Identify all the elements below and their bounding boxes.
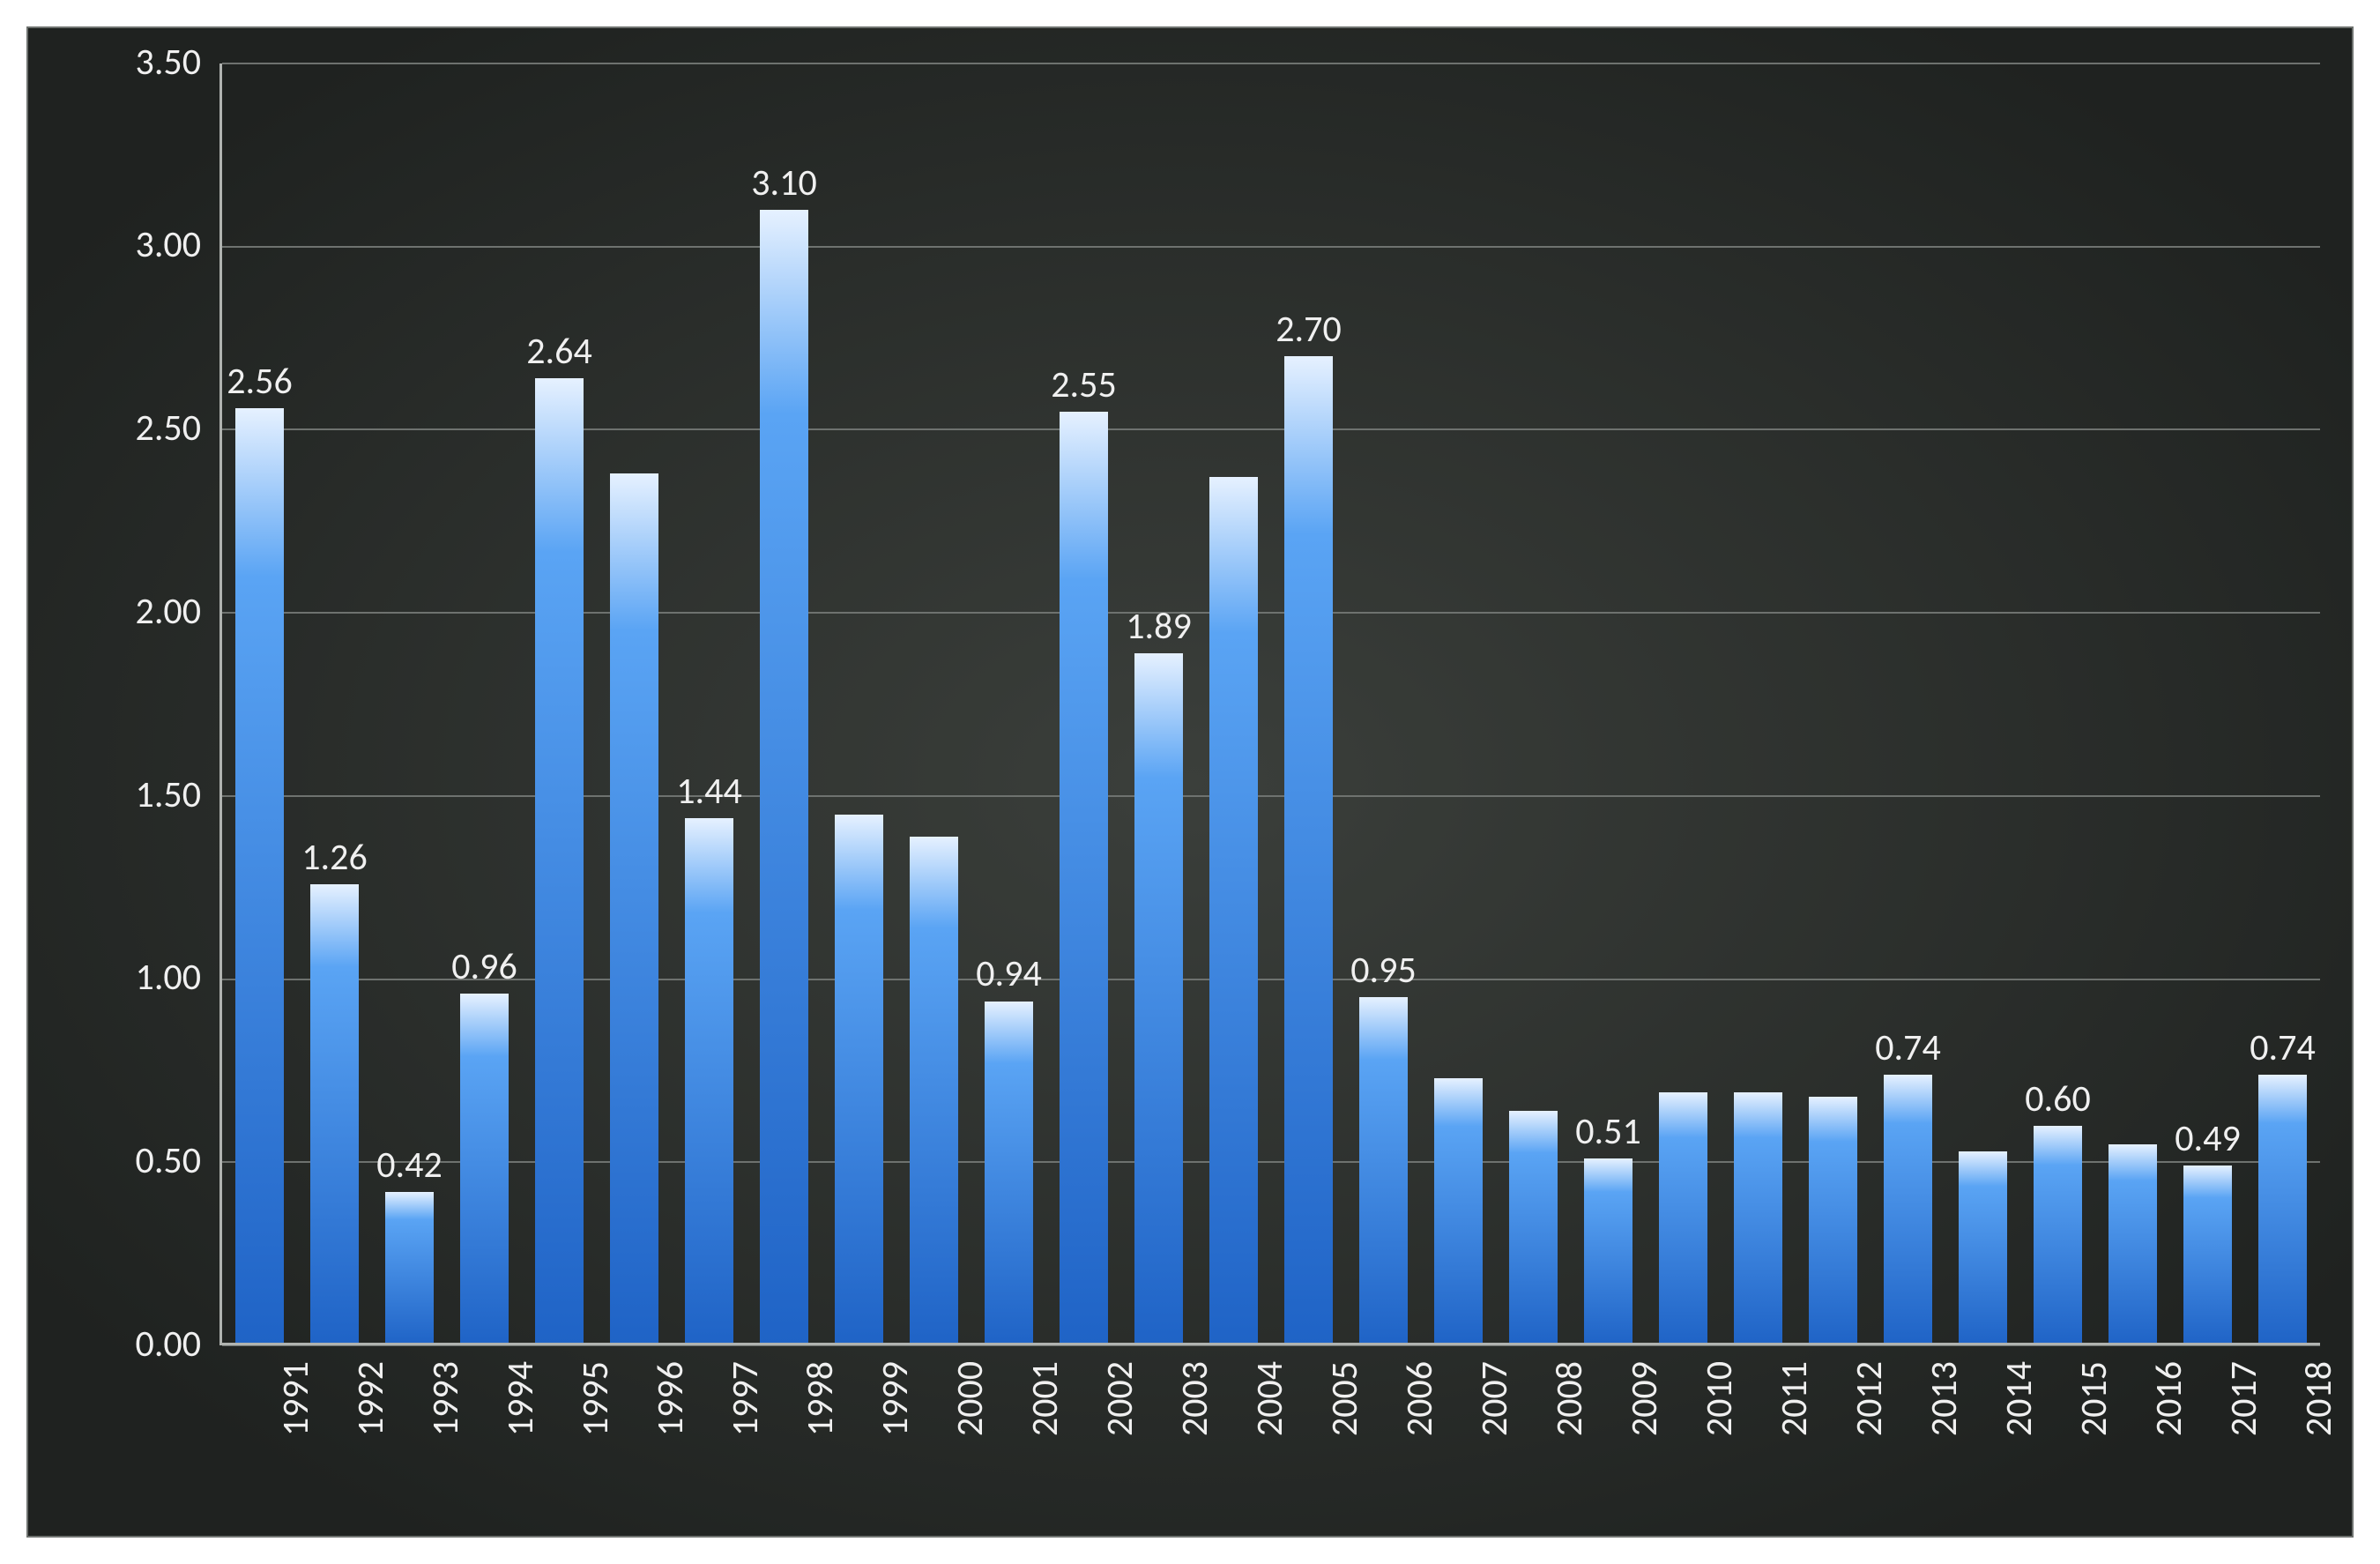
xtick-label: 2009 [1622, 1361, 1667, 1538]
data-label: 2.56 [190, 359, 331, 404]
bar [1060, 412, 1107, 1345]
xtick-label: 2003 [1172, 1361, 1217, 1538]
data-label: 3.10 [714, 160, 855, 205]
bar [985, 1002, 1032, 1346]
bar [910, 837, 957, 1345]
data-label: 1.44 [639, 769, 780, 814]
xtick-label: 2008 [1547, 1361, 1592, 1538]
xtick-label: 2010 [1697, 1361, 1742, 1538]
bar [385, 1192, 433, 1345]
xtick-label: 1993 [423, 1361, 468, 1538]
bar [1884, 1075, 1931, 1345]
bar [1284, 356, 1332, 1345]
data-label: 2.64 [489, 329, 630, 374]
ytick-label: 2.00 [42, 589, 201, 634]
data-label: 0.42 [339, 1143, 480, 1188]
xtick-label: 2013 [1922, 1361, 1967, 1538]
ytick-label: 1.50 [42, 772, 201, 817]
data-label: 1.89 [1089, 604, 1230, 649]
x-axis-line [222, 1343, 2320, 1345]
data-label: 2.70 [1238, 307, 1380, 352]
bar [1734, 1092, 1781, 1345]
xtick-label: 2000 [948, 1361, 993, 1538]
xtick-label: 2004 [1247, 1361, 1292, 1538]
data-label: 1.26 [264, 835, 405, 880]
ytick-label: 3.50 [42, 40, 201, 85]
data-label: 0.74 [1838, 1025, 1979, 1070]
y-axis-line [219, 63, 222, 1345]
xtick-label: 2002 [1097, 1361, 1142, 1538]
xtick-label: 1991 [273, 1361, 318, 1538]
ytick-label: 0.00 [42, 1322, 201, 1367]
data-label: 0.74 [2213, 1025, 2354, 1070]
chart-container: 0.00 0.50 1.00 1.50 2.00 2.50 3.00 3.50 1991 199… [0, 0, 2380, 1564]
bar [1359, 997, 1407, 1345]
bar [685, 818, 733, 1345]
bar [1134, 653, 1182, 1345]
gridline [222, 246, 2320, 248]
bar [2034, 1126, 2081, 1345]
data-label: 0.95 [1313, 948, 1454, 993]
xtick-label: 2015 [2071, 1361, 2116, 1538]
bar [1434, 1078, 1482, 1345]
xtick-label: 1998 [798, 1361, 843, 1538]
xtick-label: 2016 [2146, 1361, 2191, 1538]
ytick-label: 2.50 [42, 406, 201, 451]
ytick-label: 0.50 [42, 1138, 201, 1183]
xtick-label: 2018 [2296, 1361, 2341, 1538]
data-label: 0.96 [414, 944, 555, 989]
xtick-label: 2012 [1847, 1361, 1892, 1538]
bar [2258, 1075, 2306, 1345]
xtick-label: 2001 [1023, 1361, 1067, 1538]
bar [310, 884, 358, 1345]
data-label: 0.94 [939, 951, 1080, 996]
bar [1809, 1097, 1856, 1345]
data-label: 0.60 [1988, 1076, 2129, 1121]
xtick-label: 1994 [498, 1361, 543, 1538]
xtick-label: 2017 [2221, 1361, 2266, 1538]
xtick-label: 1992 [348, 1361, 393, 1538]
bar [610, 473, 658, 1345]
xtick-label: 1999 [873, 1361, 918, 1538]
gridline [222, 63, 2320, 64]
bar [535, 378, 583, 1345]
plot-area [222, 63, 2320, 1345]
bar [2183, 1166, 2231, 1345]
xtick-label: 2007 [1472, 1361, 1517, 1538]
bar [2109, 1144, 2156, 1345]
xtick-label: 2005 [1322, 1361, 1367, 1538]
xtick-label: 2006 [1397, 1361, 1442, 1538]
data-label: 0.49 [2138, 1116, 2279, 1161]
bar [1959, 1151, 2006, 1345]
xtick-label: 2014 [1997, 1361, 2042, 1538]
bar [835, 815, 882, 1345]
ytick-label: 3.00 [42, 222, 201, 267]
xtick-label: 1995 [573, 1361, 618, 1538]
data-label: 2.55 [1014, 362, 1155, 407]
data-label: 0.51 [1538, 1109, 1679, 1154]
chart-frame: 0.00 0.50 1.00 1.50 2.00 2.50 3.00 3.50 1991 199… [26, 26, 2354, 1538]
ytick-label: 1.00 [42, 955, 201, 1000]
xtick-label: 1997 [723, 1361, 768, 1538]
bar [1584, 1158, 1632, 1345]
xtick-label: 1996 [648, 1361, 693, 1538]
xtick-label: 2011 [1772, 1361, 1817, 1538]
